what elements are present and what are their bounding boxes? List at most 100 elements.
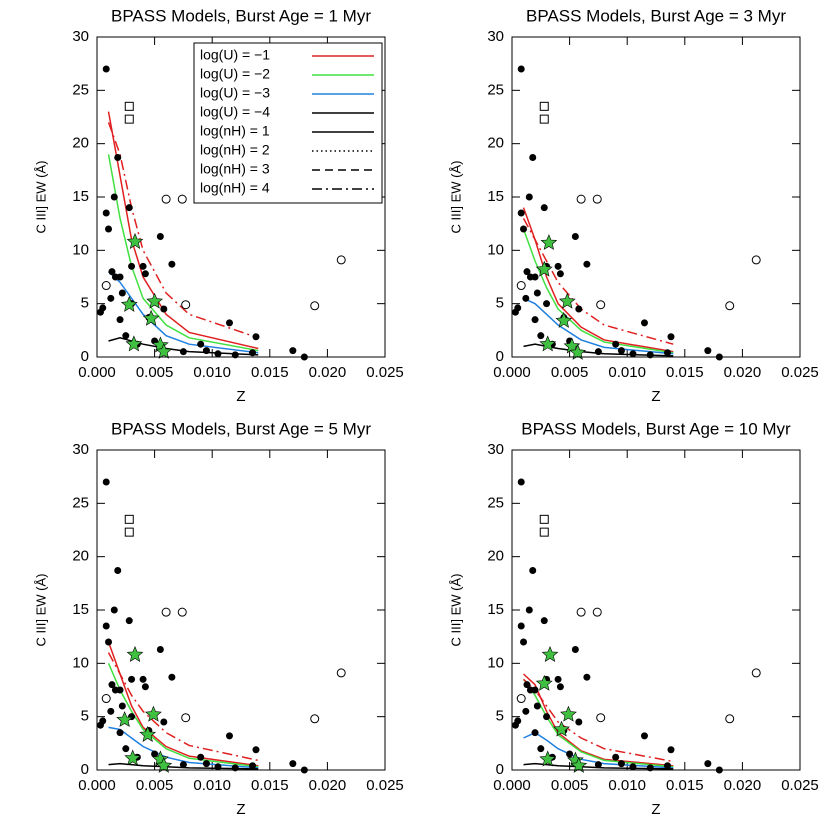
data-point [122, 332, 130, 340]
model-star [155, 342, 173, 359]
data-point [533, 289, 541, 297]
model-star [125, 335, 143, 352]
legend-box [193, 42, 383, 204]
data-point [99, 304, 107, 312]
data-point [517, 478, 525, 486]
open-point [177, 194, 187, 204]
model-star [569, 343, 587, 360]
y-axis-label: C III] EW (Å) [33, 574, 48, 647]
data-point [556, 683, 564, 691]
x-tick-label: 0.005 [136, 777, 174, 794]
chart-title: BPASS Models, Burst Age = 1 Myr [111, 6, 371, 25]
model-line [522, 228, 674, 354]
data-point [517, 622, 525, 630]
model-line [107, 154, 259, 352]
data-point [629, 763, 637, 771]
x-tick-label: 0.010 [193, 364, 231, 381]
open-point [181, 300, 191, 310]
model-line [523, 343, 674, 357]
model-star [560, 705, 577, 722]
model-star [142, 309, 160, 326]
data-point [125, 204, 133, 212]
open-point [177, 607, 187, 617]
x-tick-label: 0.005 [551, 364, 589, 381]
data-point [179, 761, 187, 769]
model-star [126, 646, 144, 662]
data-point [128, 262, 136, 270]
data-point [667, 746, 675, 754]
data-point [116, 729, 124, 737]
model-star [558, 292, 576, 309]
data-point [664, 762, 672, 770]
y-tick-label: 0 [496, 348, 504, 365]
x-axis-label: Z [236, 388, 245, 405]
square-point [124, 101, 134, 111]
model-line [523, 762, 674, 770]
data-point [179, 348, 187, 356]
plot-frame [96, 449, 386, 771]
y-tick-label: 15 [487, 601, 504, 618]
panel: BPASS Models, Burst Age = 1 Myr Z C III] E… [33, 6, 403, 404]
data-point [612, 753, 620, 761]
legend-label: log(U) = −2 [200, 66, 270, 82]
chart-title: BPASS Models, Burst Age = 5 Myr [111, 419, 371, 438]
y-tick-label: 0 [81, 348, 89, 365]
data-point [214, 350, 222, 358]
x-tick-label: 0.025 [366, 364, 404, 381]
data-point [583, 260, 591, 268]
model-star [553, 720, 570, 737]
data-point [575, 305, 583, 313]
open-point [596, 713, 606, 723]
data-point [249, 762, 257, 770]
model-line [107, 111, 259, 350]
legend-label: log(U) = −4 [200, 104, 270, 120]
y-tick-label: 20 [72, 548, 89, 565]
open-point [751, 255, 761, 265]
y-tick-label: 30 [487, 441, 504, 458]
y-tick-label: 30 [72, 441, 89, 458]
open-point [336, 668, 346, 678]
data-point [128, 675, 136, 683]
data-point [110, 193, 118, 201]
y-tick-label: 15 [487, 188, 504, 205]
y-tick-label: 30 [72, 28, 89, 45]
data-point [110, 606, 118, 614]
data-point [105, 225, 113, 233]
y-tick-label: 20 [487, 548, 504, 565]
y-axis-label: C III] EW (Å) [448, 161, 463, 234]
x-tick-label: 0.015 [251, 364, 289, 381]
open-point [596, 300, 606, 310]
data-point [197, 753, 205, 761]
model-star [541, 646, 559, 662]
data-point [252, 746, 260, 754]
data-point [531, 316, 539, 324]
open-point [516, 281, 526, 291]
model-star [540, 234, 558, 250]
open-point [101, 694, 111, 704]
data-point [99, 717, 107, 725]
data-point [540, 204, 548, 212]
data-point [141, 683, 149, 691]
data-point [556, 270, 564, 278]
data-point [114, 154, 122, 162]
data-point [520, 638, 528, 646]
data-point [125, 617, 133, 625]
data-point [102, 478, 110, 486]
square-point [539, 114, 549, 124]
data-point [289, 760, 297, 768]
data-point [543, 713, 551, 721]
data-point [105, 638, 113, 646]
data-point [566, 750, 574, 758]
data-point [531, 729, 539, 737]
data-point [122, 745, 130, 753]
open-point [310, 301, 320, 311]
x-axis-label: Z [651, 801, 660, 818]
x-tick-label: 0.015 [251, 777, 289, 794]
y-tick-label: 10 [487, 241, 504, 258]
x-tick-label: 0.020 [724, 364, 762, 381]
y-tick-label: 20 [72, 135, 89, 152]
square-point [539, 527, 549, 537]
data-point [514, 304, 522, 312]
data-point [537, 332, 545, 340]
panel: BPASS Models, Burst Age = 10 Myr Z C III] … [448, 419, 818, 817]
